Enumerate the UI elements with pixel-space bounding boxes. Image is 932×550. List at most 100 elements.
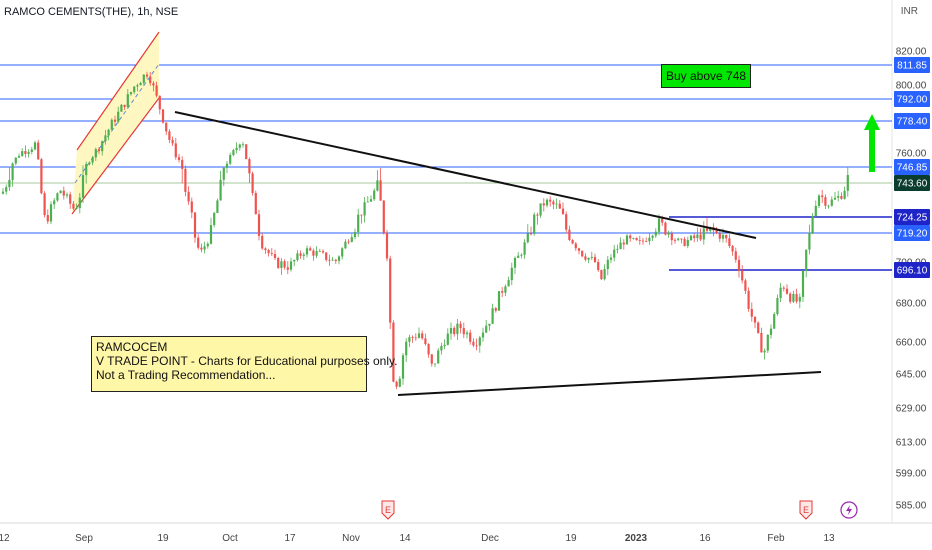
candle [747,287,750,312]
candle [257,209,261,241]
candle [152,81,155,92]
candle [763,348,766,360]
candle [814,200,817,219]
candle [488,323,491,331]
candle [142,74,145,86]
candle [366,195,369,203]
candle [750,302,753,322]
candle [14,157,17,166]
time-axis: 12 Sep 19 Oct 17 Nov 14 Dec 19 2023 16 Feb 13 [0,533,835,544]
candle [37,139,40,161]
level-tag [894,57,930,73]
candle [552,199,555,210]
candle [78,192,81,214]
candle [840,192,843,200]
earnings-icon[interactable]: E [381,500,395,520]
candle [805,249,808,278]
candle [609,254,613,264]
candle [40,157,43,195]
candle [597,259,600,272]
candle [453,325,456,337]
level-tag [894,209,930,225]
candle [843,186,846,200]
candle [65,192,69,199]
candle [357,208,360,238]
candle [337,255,341,265]
candle [302,252,305,261]
candle [219,170,222,201]
candle [497,291,501,311]
candle [315,246,318,259]
candle [190,197,193,219]
candle [309,246,312,251]
candle [491,303,494,324]
candle [101,140,104,156]
candle [437,348,440,364]
time-tick-label: 13 [823,533,835,544]
candle [686,236,689,249]
candle [168,129,171,144]
candle [177,153,181,163]
candle [277,256,280,269]
candle [5,184,8,195]
candle [539,203,542,218]
candle [645,237,648,243]
candle [734,247,737,263]
candle [766,334,769,354]
candle [161,109,165,124]
candle [126,88,129,108]
candle [478,335,481,353]
candle [827,204,830,209]
earnings-icon[interactable]: E [799,500,813,520]
svg-text:E: E [385,505,391,515]
candle [696,227,699,242]
candle [833,191,837,201]
up-arrow-icon [864,114,880,172]
candle [395,380,398,390]
candle [606,255,609,276]
candle [104,130,107,145]
buy-above-label[interactable]: Buy above 748 [661,64,752,88]
candle [139,81,142,86]
candle [75,203,78,210]
candlestick-series [1,71,849,390]
price-level-tags: 811.85 792.00 778.40 746.85 743.60 724.25 719.… [894,57,930,278]
candle [654,228,657,238]
candle [651,234,654,242]
candle [267,248,270,257]
candle [72,201,75,211]
candle [517,251,520,259]
note-line-disclaimer: V TRADE POINT - Charts for Educational p… [96,354,398,368]
candle [398,376,401,388]
candle [408,334,411,348]
candle [545,198,549,208]
candle [789,292,792,304]
candle [229,152,232,166]
candle [379,168,382,201]
disclaimer-note[interactable]: RAMCOCEM V TRADE POINT - Charts for Educ… [91,336,398,392]
candle [88,161,91,166]
candle [312,248,315,261]
candle [203,241,206,254]
candle [584,253,587,262]
candle [446,328,449,346]
candle [369,195,373,203]
candle [680,238,683,244]
candle [133,86,136,95]
candle [613,244,616,262]
price-tick-label: 800.00 [896,81,927,92]
candle [11,162,14,187]
candle [587,257,590,264]
candle [542,198,545,212]
candle [689,234,693,242]
candle [529,226,533,236]
candle [421,330,424,340]
candle [641,237,645,245]
time-tick-label: Nov [342,533,360,544]
flash-icon[interactable] [840,501,858,519]
candle [792,290,795,304]
candle [241,141,245,148]
candle [261,233,264,250]
candle [507,276,510,287]
